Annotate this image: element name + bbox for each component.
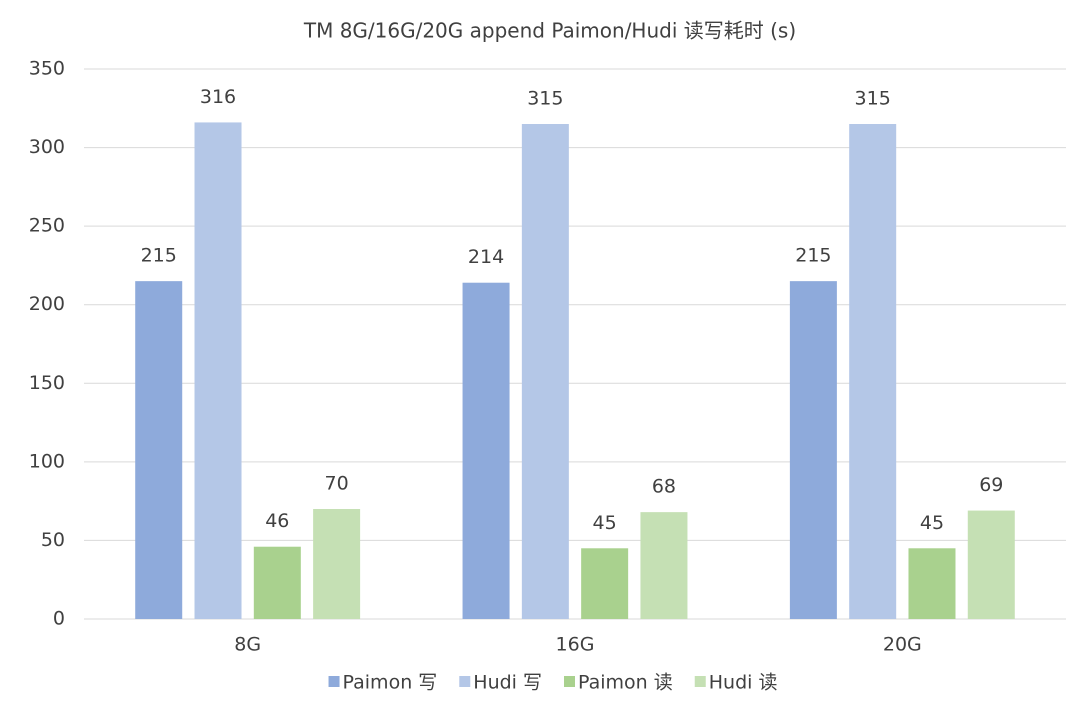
data-label: 46 [265, 510, 289, 532]
data-label: 215 [141, 245, 177, 267]
y-tick-label: 250 [29, 215, 65, 237]
bar [313, 509, 361, 619]
x-tick-label: 8G [234, 634, 261, 656]
y-tick-label: 300 [29, 136, 65, 158]
data-label: 45 [593, 512, 617, 534]
data-label: 70 [325, 473, 349, 495]
x-tick-label: 16G [556, 634, 595, 656]
y-tick-label: 100 [29, 450, 65, 472]
legend-label: Hudi 读 [709, 672, 778, 694]
legend-label: Paimon 写 [343, 672, 438, 694]
data-label: 214 [468, 246, 504, 268]
data-label: 69 [979, 474, 1003, 496]
legend-swatch [459, 676, 471, 687]
bar [789, 281, 837, 619]
bar [640, 512, 688, 619]
bar [581, 548, 629, 619]
bar [462, 282, 510, 619]
legend-label: Hudi 写 [473, 672, 542, 694]
data-label: 316 [200, 86, 236, 108]
legend-swatch [694, 676, 706, 687]
y-tick-label: 0 [53, 608, 65, 630]
x-tick-label: 20G [883, 634, 922, 656]
bar [521, 124, 569, 619]
bar [908, 548, 956, 619]
bar [967, 510, 1015, 619]
data-label: 315 [527, 88, 563, 110]
y-tick-label: 50 [41, 529, 65, 551]
y-tick-label: 150 [29, 372, 65, 394]
data-label: 45 [920, 512, 944, 534]
bar [849, 124, 897, 619]
legend-swatch [328, 676, 340, 687]
y-tick-label: 200 [29, 293, 65, 315]
data-label: 215 [795, 245, 831, 267]
y-tick-label: 350 [29, 58, 65, 80]
legend-swatch [564, 676, 575, 687]
data-label: 68 [652, 476, 676, 498]
bar [194, 122, 242, 619]
data-label: 315 [855, 88, 891, 110]
legend-label: Paimon 读 [578, 672, 673, 694]
bar [135, 281, 183, 619]
bar [253, 546, 301, 619]
chart-title: TM 8G/16G/20G append Paimon/Hudi 读写耗时 (s… [303, 19, 796, 43]
